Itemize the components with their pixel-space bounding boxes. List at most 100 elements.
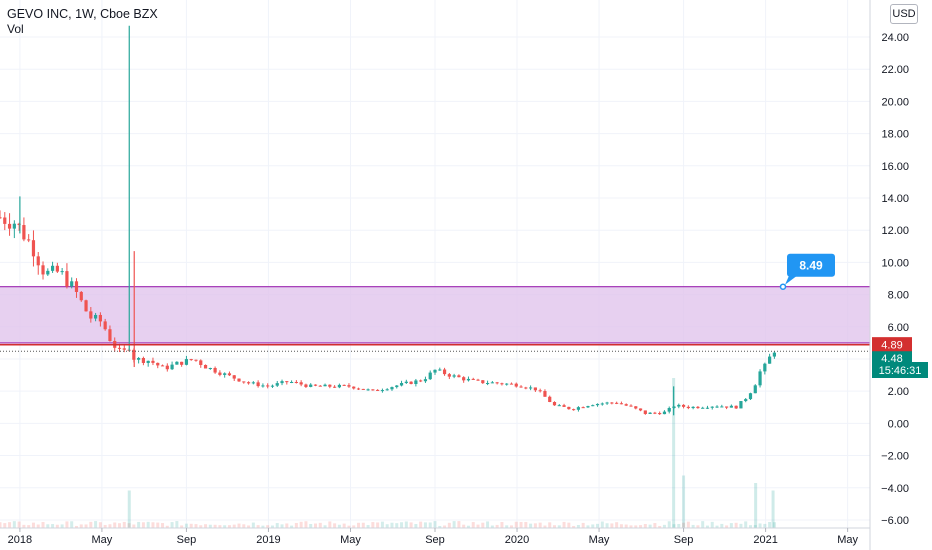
candle-body[interactable] <box>734 405 738 409</box>
candle-body[interactable] <box>70 281 74 287</box>
candle-body[interactable] <box>629 405 633 407</box>
candle-body[interactable] <box>0 217 2 219</box>
candle-body[interactable] <box>466 378 471 381</box>
candle-body[interactable] <box>414 380 418 385</box>
candle-body[interactable] <box>643 410 647 414</box>
candle-body[interactable] <box>251 382 255 384</box>
candle-body[interactable] <box>261 385 265 387</box>
candle-body[interactable] <box>662 411 667 415</box>
candle-body[interactable] <box>529 387 533 389</box>
candle-body[interactable] <box>218 372 222 375</box>
candle-body[interactable] <box>543 391 547 397</box>
candle-body[interactable] <box>567 406 571 410</box>
candle-body[interactable] <box>242 381 246 383</box>
candle-body[interactable] <box>428 372 432 380</box>
candle-body[interactable] <box>270 385 275 387</box>
candle-body[interactable] <box>74 281 79 292</box>
candle-body[interactable] <box>141 357 146 363</box>
candle-body[interactable] <box>237 378 241 382</box>
candle-body[interactable] <box>500 383 504 385</box>
candle-body[interactable] <box>376 389 380 391</box>
candle-body[interactable] <box>481 380 485 384</box>
candle-body[interactable] <box>524 387 528 389</box>
candle-body[interactable] <box>562 405 566 407</box>
candle-body[interactable] <box>194 359 198 361</box>
candle-body[interactable] <box>638 408 643 411</box>
candle-body[interactable] <box>342 384 346 386</box>
candle-body[interactable] <box>701 407 705 409</box>
candle-body[interactable] <box>46 270 50 275</box>
candle-body[interactable] <box>223 373 227 375</box>
candle-body[interactable] <box>423 379 428 382</box>
candle-body[interactable] <box>328 384 332 387</box>
candle-body[interactable] <box>7 223 12 229</box>
candle-body[interactable] <box>610 402 614 404</box>
candle-body[interactable] <box>65 271 69 287</box>
candle-body[interactable] <box>758 371 762 386</box>
candle-body[interactable] <box>309 384 313 387</box>
candle-body[interactable] <box>361 388 365 390</box>
candle-body[interactable] <box>337 384 341 388</box>
target-callout[interactable] <box>787 253 835 277</box>
candle-body[interactable] <box>31 240 36 257</box>
candle-body[interactable] <box>108 329 112 341</box>
candle-body[interactable] <box>352 386 356 389</box>
candle-body[interactable] <box>313 384 318 386</box>
symbol-title[interactable]: GEVO INC, 1W, Cboe BZX <box>7 7 158 21</box>
candle-body[interactable] <box>27 239 31 241</box>
candle-body[interactable] <box>710 406 714 408</box>
candle-body[interactable] <box>151 360 155 363</box>
candle-body[interactable] <box>600 403 604 405</box>
candle-body[interactable] <box>457 375 461 378</box>
candle-body[interactable] <box>696 406 700 409</box>
candle-body[interactable] <box>356 388 361 390</box>
candle-body[interactable] <box>519 386 523 388</box>
candle-body[interactable] <box>94 314 98 319</box>
candle-body[interactable] <box>768 356 772 364</box>
candle-body[interactable] <box>189 359 193 361</box>
candle-body[interactable] <box>146 360 150 363</box>
candle-body[interactable] <box>285 381 289 383</box>
candle-body[interactable] <box>103 321 107 330</box>
candle-body[interactable] <box>605 402 609 404</box>
candle-body[interactable] <box>17 223 21 226</box>
candle-body[interactable] <box>739 401 743 409</box>
candle-body[interactable] <box>117 347 122 349</box>
candle-body[interactable] <box>3 217 7 224</box>
candle-body[interactable] <box>548 396 552 403</box>
candle-body[interactable] <box>22 225 26 240</box>
candle-body[interactable] <box>505 383 509 385</box>
candle-body[interactable] <box>744 399 748 402</box>
candle-body[interactable] <box>591 405 595 407</box>
candle-body[interactable] <box>619 403 624 405</box>
candle-body[interactable] <box>581 407 585 409</box>
candle-body[interactable] <box>175 361 179 365</box>
candle-body[interactable] <box>533 387 537 391</box>
candle-body[interactable] <box>318 385 322 387</box>
candle-body[interactable] <box>433 369 437 373</box>
candle-body[interactable] <box>409 381 413 385</box>
candle-body[interactable] <box>677 404 681 407</box>
candle-body[interactable] <box>442 369 447 375</box>
candle-body[interactable] <box>495 382 499 384</box>
candle-body[interactable] <box>289 381 294 383</box>
candle-body[interactable] <box>720 406 724 408</box>
candle-body[interactable] <box>246 382 251 384</box>
candle-body[interactable] <box>55 265 59 272</box>
candle-body[interactable] <box>729 405 733 408</box>
candle-body[interactable] <box>724 406 729 408</box>
candle-body[interactable] <box>347 385 351 387</box>
candle-body[interactable] <box>199 360 203 365</box>
candle-body[interactable] <box>12 223 16 229</box>
candle-body[interactable] <box>275 383 279 386</box>
candle-body[interactable] <box>452 375 456 377</box>
candle-body[interactable] <box>681 404 686 407</box>
candle-body[interactable] <box>232 375 236 379</box>
candle-body[interactable] <box>471 378 475 380</box>
candle-body[interactable] <box>98 314 102 322</box>
volume-indicator-label[interactable]: Vol <box>7 22 24 36</box>
candle-body[interactable] <box>213 367 217 373</box>
candle-body[interactable] <box>380 390 385 392</box>
candle-body[interactable] <box>447 374 451 377</box>
candle-body[interactable] <box>79 291 83 301</box>
